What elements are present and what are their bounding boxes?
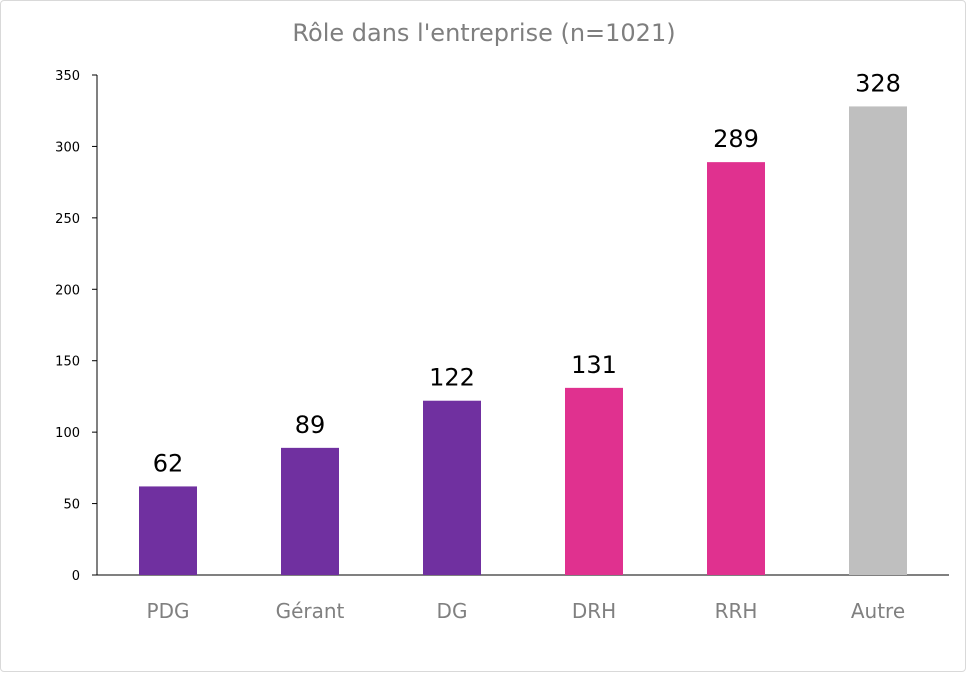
y-tick-label: 50 — [63, 498, 80, 513]
bar-autre — [849, 106, 907, 575]
x-category-label: RRH — [715, 599, 758, 623]
bar-drh — [565, 387, 623, 575]
data-label: 89 — [295, 411, 326, 439]
chart-title: Rôle dans l'entreprise (n=1021) — [292, 19, 675, 47]
bar-dg — [423, 400, 481, 575]
x-category-label: DRH — [572, 599, 616, 623]
bars — [139, 106, 907, 575]
y-tick-label: 250 — [55, 212, 80, 227]
y-tick-label: 150 — [55, 355, 80, 370]
y-tick-label: 350 — [55, 69, 80, 84]
x-axis-labels: PDG Gérant DG DRH RRH Autre — [147, 599, 906, 623]
x-category-label: Gérant — [276, 599, 345, 623]
y-tick-label: 300 — [55, 140, 80, 155]
data-label: 289 — [713, 125, 759, 153]
y-tick-label: 0 — [72, 569, 80, 584]
x-category-label: DG — [437, 599, 468, 623]
bar-gérant — [281, 447, 339, 575]
bar-pdg — [139, 486, 197, 575]
y-tick-label: 200 — [55, 283, 80, 298]
x-category-label: Autre — [851, 599, 905, 623]
y-tick-label: 100 — [55, 426, 80, 441]
y-axis-ticks: 0 50 100 150 200 250 300 350 — [55, 69, 97, 584]
data-labels: 62 89 122 131 289 328 — [153, 69, 901, 477]
data-label: 328 — [855, 69, 901, 97]
bar-rrh — [707, 162, 765, 575]
x-category-label: PDG — [147, 599, 190, 623]
data-label: 122 — [429, 364, 475, 392]
data-label: 131 — [571, 351, 617, 379]
data-label: 62 — [153, 449, 184, 477]
